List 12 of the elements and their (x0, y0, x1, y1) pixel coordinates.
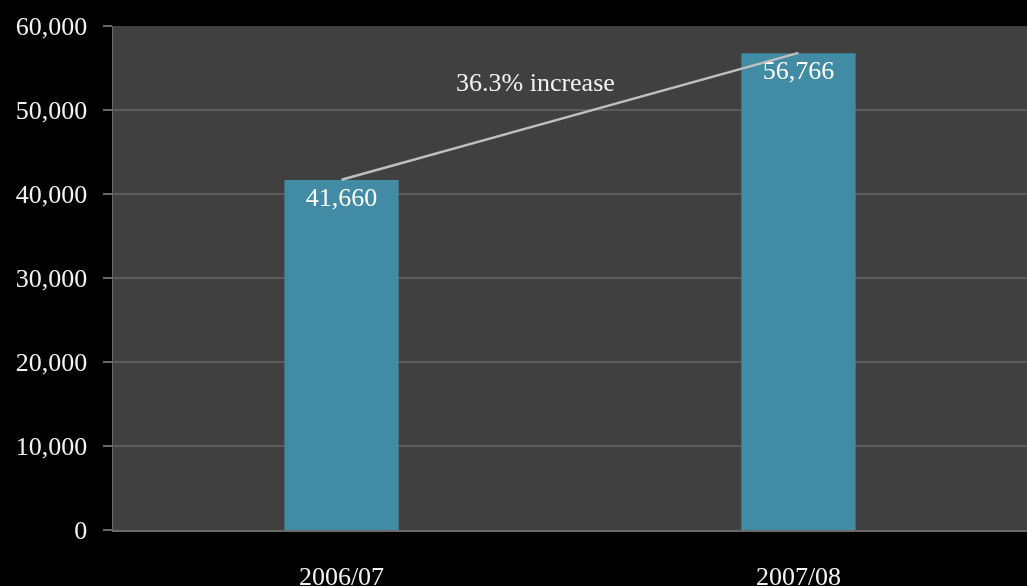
x-tick-label: 2007/08 (755, 561, 842, 586)
y-tick-label: 30,000 (15, 264, 88, 294)
y-tick-label: 0 (74, 516, 88, 546)
data-label: 41,660 (305, 183, 378, 213)
data-label: 56,766 (762, 56, 835, 86)
y-tick-label: 50,000 (15, 96, 88, 126)
x-tick-label: 2006/07 (298, 561, 385, 586)
y-tick-label: 60,000 (15, 12, 88, 42)
y-tick-label: 40,000 (15, 180, 88, 210)
y-tick-label: 20,000 (15, 348, 88, 378)
annotation: 36.3% increase (456, 68, 615, 97)
y-tick-label: 10,000 (15, 432, 88, 462)
